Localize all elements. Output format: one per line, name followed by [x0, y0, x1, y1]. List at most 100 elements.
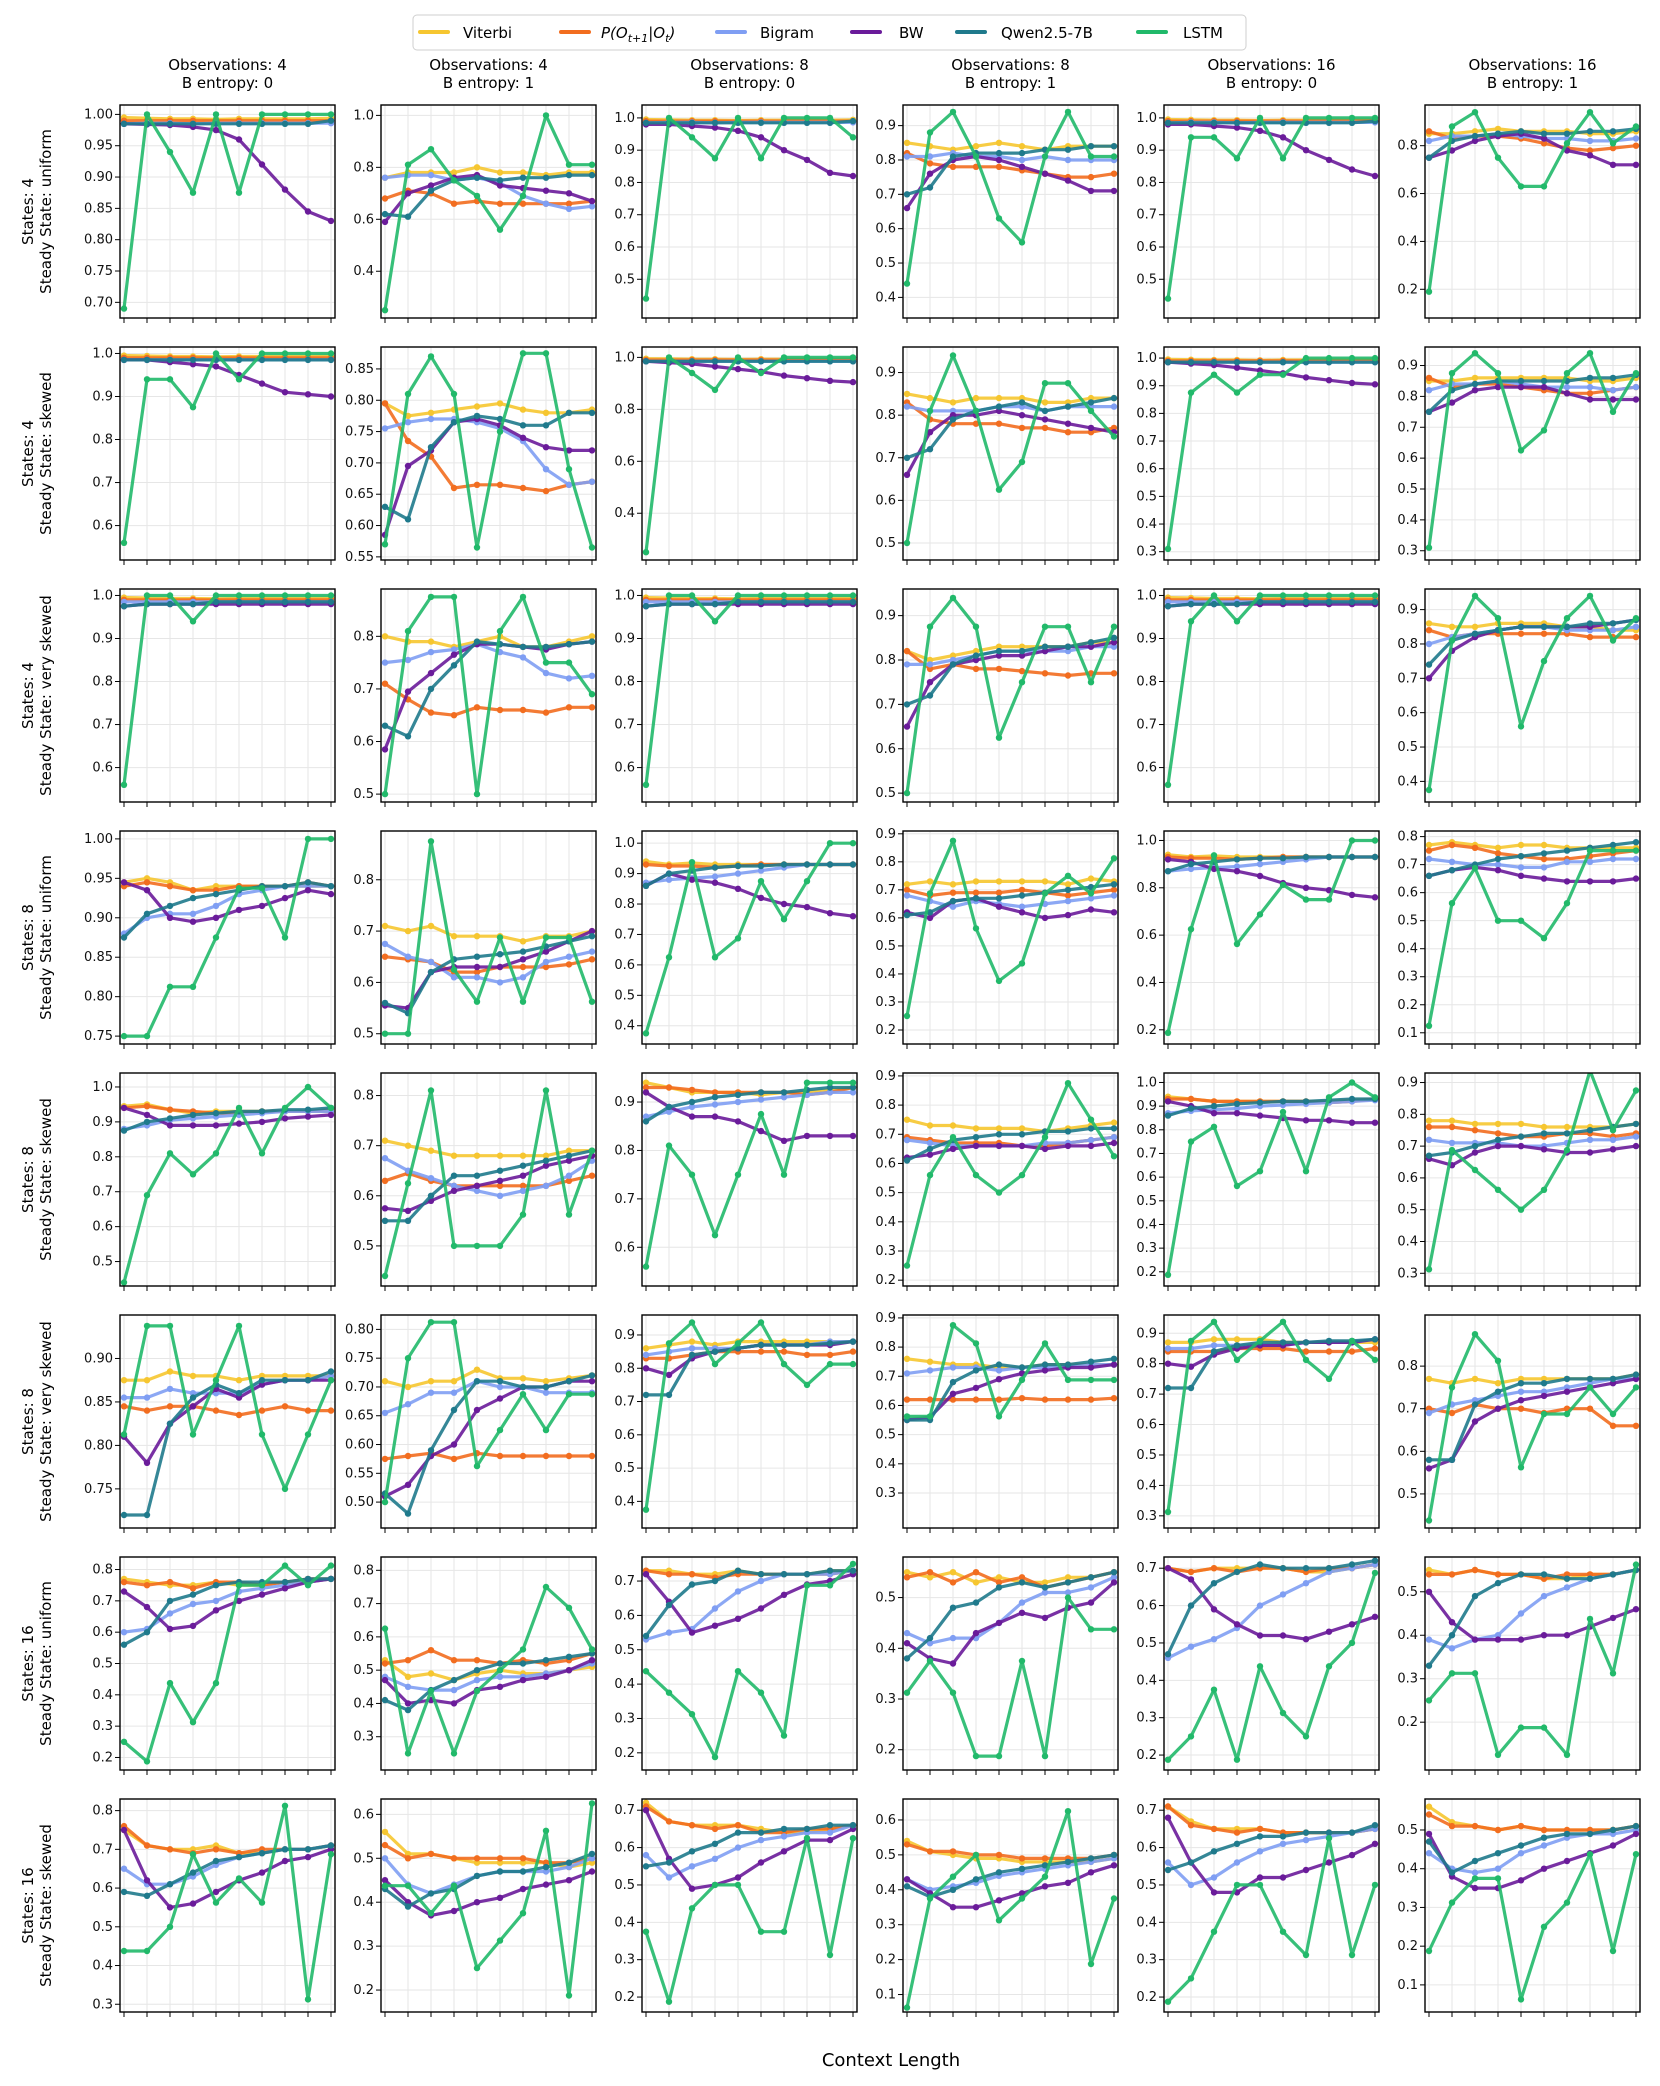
data-point-bigram [381, 1855, 389, 1862]
y-tick-label: 0.3 [1397, 544, 1418, 559]
row-label-2-line-0: States: 4 [19, 662, 37, 729]
data-point-p-obs [688, 1086, 696, 1094]
data-point-viterbi [642, 1079, 650, 1086]
data-point-qwen [903, 1157, 911, 1164]
data-point-lstm [711, 1753, 719, 1761]
panel-series [1164, 114, 1379, 302]
y-tick-label: 0.8 [875, 153, 896, 168]
data-point-lstm [826, 114, 834, 122]
data-point-qwen [404, 1217, 412, 1225]
data-point-lstm [1018, 1171, 1026, 1179]
col-title-0-line-0: Observations: 4 [168, 56, 287, 74]
data-point-qwen [450, 1172, 458, 1179]
data-point-qwen [1425, 1662, 1433, 1669]
data-point-lstm [1471, 864, 1479, 872]
data-point-qwen [427, 1447, 435, 1454]
data-point-viterbi [381, 1828, 389, 1836]
data-point-lstm [642, 1928, 650, 1935]
data-point-bigram [1586, 858, 1594, 865]
data-point-lstm [1018, 679, 1026, 686]
data-point-bw [235, 136, 243, 143]
data-point-bigram [565, 953, 573, 960]
data-point-bw [757, 1605, 765, 1612]
data-point-qwen [1018, 149, 1026, 157]
data-point-lstm [1563, 615, 1571, 622]
data-point-bw [1187, 1576, 1195, 1583]
data-point-lstm [519, 192, 527, 200]
data-point-lstm [1279, 371, 1287, 378]
series-line-lstm [122, 593, 331, 785]
y-tick-label: 0.9 [1397, 1076, 1418, 1091]
panel-frame [1424, 830, 1641, 1045]
data-point-lstm [1325, 1663, 1333, 1670]
data-point-bigram [542, 1389, 550, 1396]
y-tick-label: 0.7 [92, 718, 113, 733]
data-point-p-obs [1586, 147, 1594, 154]
data-point-bw [496, 963, 504, 971]
data-point-p-obs [120, 1578, 128, 1586]
panel-r0-c1: 0.40.60.81.0 [353, 104, 597, 323]
data-point-lstm [688, 592, 696, 599]
panel-grid: Observations: 4B entropy: 0Observations:… [19, 56, 1641, 2017]
data-point-qwen [711, 1840, 719, 1848]
data-point-qwen [304, 1846, 312, 1853]
data-point-viterbi [1517, 841, 1525, 849]
data-point-qwen [1517, 623, 1525, 630]
data-point-qwen [304, 1377, 312, 1384]
data-point-qwen [665, 870, 673, 877]
data-point-qwen [1087, 1125, 1095, 1132]
panel-frame [902, 830, 1119, 1045]
data-point-p-obs [473, 1657, 481, 1664]
data-point-bigram [519, 654, 527, 661]
data-point-p-obs [849, 1348, 857, 1355]
data-point-bw [565, 1877, 573, 1884]
data-point-bw [665, 1371, 673, 1379]
y-tick-label: 0.3 [875, 1244, 896, 1259]
data-point-bigram [903, 1136, 911, 1144]
series-line-bigram [1428, 1377, 1636, 1415]
data-point-qwen [1517, 853, 1525, 860]
data-point-lstm [1041, 1340, 1049, 1347]
data-point-bw [120, 879, 128, 886]
data-point-lstm [281, 1802, 289, 1810]
data-point-bw [1471, 1636, 1479, 1643]
data-point-lstm [120, 1279, 128, 1286]
data-point-bigram [542, 669, 550, 677]
data-point-bw [496, 1894, 504, 1902]
data-point-bigram [1494, 1632, 1502, 1639]
y-tick-label: 0.80 [84, 1438, 113, 1453]
data-point-lstm [281, 1104, 289, 1112]
data-point-bigram [542, 1182, 550, 1190]
data-point-lstm [1233, 389, 1241, 396]
data-point-lstm [826, 840, 834, 847]
panel-r1-c2: 0.40.60.81.0 [614, 346, 858, 565]
data-point-lstm [780, 1171, 788, 1178]
data-point-qwen [304, 598, 312, 606]
panel-frame [902, 1556, 1119, 1771]
data-point-bw [381, 1205, 389, 1212]
data-point-bw [212, 363, 220, 370]
data-point-lstm [143, 111, 151, 118]
data-point-lstm [166, 376, 174, 383]
col-title-5-line-1: B entropy: 1 [1487, 74, 1578, 92]
panel-series [381, 838, 596, 1037]
y-tick-label: 0.5 [353, 1663, 374, 1678]
data-point-lstm [995, 486, 1003, 493]
data-point-qwen [588, 933, 596, 940]
panel-r5-c4: 0.30.40.50.60.70.80.9 [1136, 1314, 1380, 1533]
y-tick-label: 0.3 [92, 1719, 113, 1734]
panel-r0-c3: 0.40.50.60.70.80.9 [875, 104, 1119, 323]
data-point-viterbi [995, 394, 1003, 402]
data-point-qwen [143, 1511, 151, 1519]
data-point-lstm [1609, 1127, 1617, 1134]
panel-r0-c2: 0.50.60.70.80.91.0 [614, 104, 858, 323]
y-tick-label: 0.6 [92, 1220, 113, 1235]
data-point-qwen [1425, 872, 1433, 879]
data-point-qwen [1371, 598, 1379, 606]
data-point-viterbi [972, 143, 980, 150]
data-point-lstm [1256, 592, 1264, 599]
data-point-qwen [143, 1118, 151, 1126]
data-point-p-obs [166, 1578, 174, 1586]
y-tick-label: 0.7 [353, 682, 374, 697]
data-point-qwen [642, 1391, 650, 1399]
